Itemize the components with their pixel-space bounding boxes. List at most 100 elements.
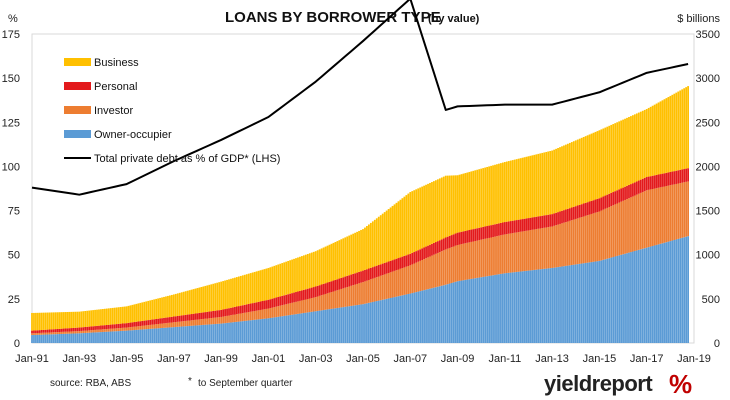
bar-owner-occupier xyxy=(273,317,276,343)
bar-owner-occupier xyxy=(659,243,662,343)
bar-business xyxy=(239,275,242,306)
bar-investor xyxy=(586,215,589,263)
bar-investor xyxy=(419,260,422,292)
bar-owner-occupier xyxy=(192,325,195,343)
bar-personal xyxy=(129,322,132,328)
bar-investor xyxy=(180,321,183,327)
bar-investor xyxy=(649,189,652,247)
bar-personal xyxy=(484,226,487,239)
bar-owner-occupier xyxy=(165,327,167,343)
bar-business xyxy=(468,171,471,230)
bar-personal xyxy=(316,285,319,297)
bar-investor xyxy=(212,317,215,325)
bar-investor xyxy=(594,212,597,262)
bar-investor xyxy=(287,303,290,316)
bar-investor xyxy=(330,292,333,309)
bar-owner-occupier xyxy=(344,306,347,343)
bar-investor xyxy=(334,290,337,309)
bar-business xyxy=(389,207,392,261)
bar-business xyxy=(667,97,670,173)
bar-business xyxy=(50,312,53,330)
bar-personal xyxy=(553,213,556,226)
bar-business xyxy=(488,166,490,226)
bar-investor xyxy=(665,186,668,243)
bar-investor xyxy=(677,183,680,239)
bar-owner-occupier xyxy=(96,332,98,343)
bar-owner-occupier xyxy=(633,250,636,343)
bar-investor xyxy=(639,192,642,250)
bar-personal xyxy=(362,270,364,283)
bar-personal xyxy=(208,311,211,319)
bar-investor xyxy=(415,262,418,293)
bar-business xyxy=(476,169,479,229)
bar-owner-occupier xyxy=(630,252,632,343)
bar-business xyxy=(641,110,644,179)
bar-investor xyxy=(263,309,266,319)
bar-owner-occupier xyxy=(182,326,185,343)
bar-business xyxy=(379,215,382,265)
bar-investor xyxy=(320,295,323,311)
bar-business xyxy=(535,154,538,217)
bar-investor xyxy=(157,324,159,329)
bar-personal xyxy=(663,173,666,187)
bar-business xyxy=(165,296,167,318)
bar-investor xyxy=(271,307,274,318)
bar-business xyxy=(588,134,591,202)
bar-business xyxy=(192,289,195,314)
bar-personal xyxy=(464,230,467,244)
bar-business xyxy=(687,86,689,169)
bar-business xyxy=(169,295,171,318)
bar-investor xyxy=(496,236,498,275)
bar-investor xyxy=(687,181,689,237)
bar-owner-occupier xyxy=(549,268,552,343)
bar-business xyxy=(557,148,559,213)
bar-business xyxy=(533,154,536,218)
bar-owner-occupier xyxy=(42,334,45,343)
bar-owner-occupier xyxy=(612,257,615,343)
bar-investor xyxy=(612,205,615,258)
bar-business xyxy=(301,256,303,291)
legend-swatch xyxy=(64,106,91,114)
bar-business xyxy=(115,307,118,325)
bar-business xyxy=(72,311,75,328)
bar-personal xyxy=(277,296,280,307)
bar-investor xyxy=(322,294,325,311)
bar-personal xyxy=(196,313,199,320)
bar-investor xyxy=(123,327,126,331)
bar-personal xyxy=(84,327,87,331)
bar-investor xyxy=(105,329,108,332)
bar-investor xyxy=(340,288,343,308)
bar-owner-occupier xyxy=(105,331,108,343)
bar-business xyxy=(320,248,323,285)
bar-personal xyxy=(320,284,323,296)
bar-personal xyxy=(297,291,299,302)
bar-personal xyxy=(269,299,272,309)
bar-investor xyxy=(543,227,546,269)
bar-investor xyxy=(178,321,181,327)
bar-owner-occupier xyxy=(438,286,441,343)
bar-owner-occupier xyxy=(486,276,489,343)
bar-investor xyxy=(80,330,83,334)
bar-owner-occupier xyxy=(423,290,425,343)
bar-personal xyxy=(395,258,398,271)
bar-business xyxy=(147,300,150,321)
bar-personal xyxy=(639,179,642,193)
bar-personal xyxy=(488,225,490,238)
bar-investor xyxy=(33,333,35,335)
right-axis-ticks: 0 500 1000 1500 2000 2500 3000 3500 xyxy=(696,29,720,350)
bar-business xyxy=(405,195,408,256)
bar-business xyxy=(88,310,91,327)
bar-investor xyxy=(184,320,187,327)
bar-personal xyxy=(630,184,632,198)
bar-business xyxy=(399,199,402,258)
bar-personal xyxy=(549,214,552,227)
bar-owner-occupier xyxy=(535,269,538,343)
bar-investor xyxy=(578,217,581,264)
bar-owner-occupier xyxy=(620,254,622,343)
bar-business xyxy=(525,156,528,219)
bar-business xyxy=(316,250,319,286)
bar-personal xyxy=(371,267,374,279)
left-tick-label: 50 xyxy=(8,250,20,262)
bar-business xyxy=(62,312,65,329)
bar-owner-occupier xyxy=(450,282,453,343)
